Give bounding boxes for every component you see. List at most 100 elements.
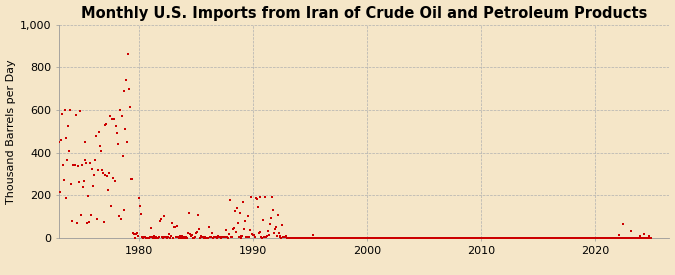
Point [323, 236, 333, 240]
Point [261, 235, 271, 240]
Point [120, 126, 131, 131]
Point [348, 236, 359, 240]
Point [80, 157, 91, 162]
Point [364, 236, 375, 240]
Point [333, 236, 344, 240]
Point [98, 220, 109, 225]
Point [219, 235, 230, 240]
Point [407, 236, 418, 240]
Point [605, 236, 616, 240]
Point [142, 236, 153, 240]
Point [494, 236, 505, 240]
Point [393, 236, 404, 240]
Point [495, 236, 506, 240]
Point [551, 236, 562, 240]
Point [271, 234, 282, 238]
Point [395, 236, 406, 240]
Point [239, 227, 250, 232]
Point [484, 236, 495, 240]
Point [310, 236, 321, 240]
Point [70, 163, 80, 167]
Point [117, 154, 128, 158]
Point [346, 236, 357, 240]
Point [100, 122, 111, 127]
Point [308, 236, 319, 240]
Point [479, 236, 489, 240]
Point [636, 236, 647, 240]
Point [536, 236, 547, 240]
Point [320, 236, 331, 240]
Point [446, 236, 457, 240]
Point [466, 236, 477, 240]
Point [453, 236, 464, 240]
Point [151, 236, 162, 240]
Point [523, 236, 534, 240]
Point [373, 236, 384, 240]
Point [159, 214, 170, 219]
Point [209, 235, 220, 239]
Point [397, 236, 408, 240]
Point [74, 109, 85, 114]
Point [61, 196, 72, 200]
Point [585, 236, 596, 240]
Point [72, 221, 82, 226]
Point [312, 236, 323, 240]
Point [307, 233, 318, 237]
Point [597, 236, 608, 240]
Point [369, 236, 380, 240]
Point [444, 236, 455, 240]
Point [442, 236, 453, 240]
Point [526, 236, 537, 240]
Point [472, 236, 483, 240]
Point [508, 236, 519, 240]
Point [95, 144, 105, 149]
Point [87, 167, 98, 171]
Point [74, 180, 84, 184]
Point [514, 236, 524, 240]
Point [483, 236, 493, 240]
Point [144, 235, 155, 239]
Point [616, 236, 627, 240]
Point [306, 236, 317, 240]
Point [251, 197, 262, 201]
Point [67, 219, 78, 224]
Point [244, 234, 254, 239]
Point [242, 234, 252, 239]
Point [109, 179, 120, 183]
Point [524, 236, 535, 240]
Point [580, 236, 591, 240]
Point [370, 236, 381, 240]
Point [225, 198, 236, 202]
Point [476, 236, 487, 240]
Point [475, 236, 485, 240]
Point [518, 236, 529, 240]
Point [126, 177, 136, 181]
Point [146, 235, 157, 240]
Point [402, 236, 412, 240]
Point [381, 236, 392, 240]
Point [548, 236, 559, 240]
Point [487, 236, 498, 240]
Point [113, 142, 124, 146]
Point [263, 229, 273, 233]
Point [434, 236, 445, 240]
Point [541, 236, 552, 240]
Point [406, 235, 416, 240]
Point [458, 236, 469, 240]
Point [332, 236, 343, 240]
Point [586, 236, 597, 240]
Point [296, 236, 306, 240]
Point [436, 236, 447, 240]
Point [83, 194, 94, 198]
Point [571, 236, 582, 240]
Point [558, 236, 568, 240]
Point [243, 213, 254, 218]
Point [116, 114, 127, 118]
Point [346, 236, 356, 240]
Point [64, 149, 75, 154]
Point [302, 236, 313, 240]
Point [535, 236, 545, 240]
Point [244, 228, 255, 233]
Point [512, 236, 522, 240]
Point [485, 236, 496, 240]
